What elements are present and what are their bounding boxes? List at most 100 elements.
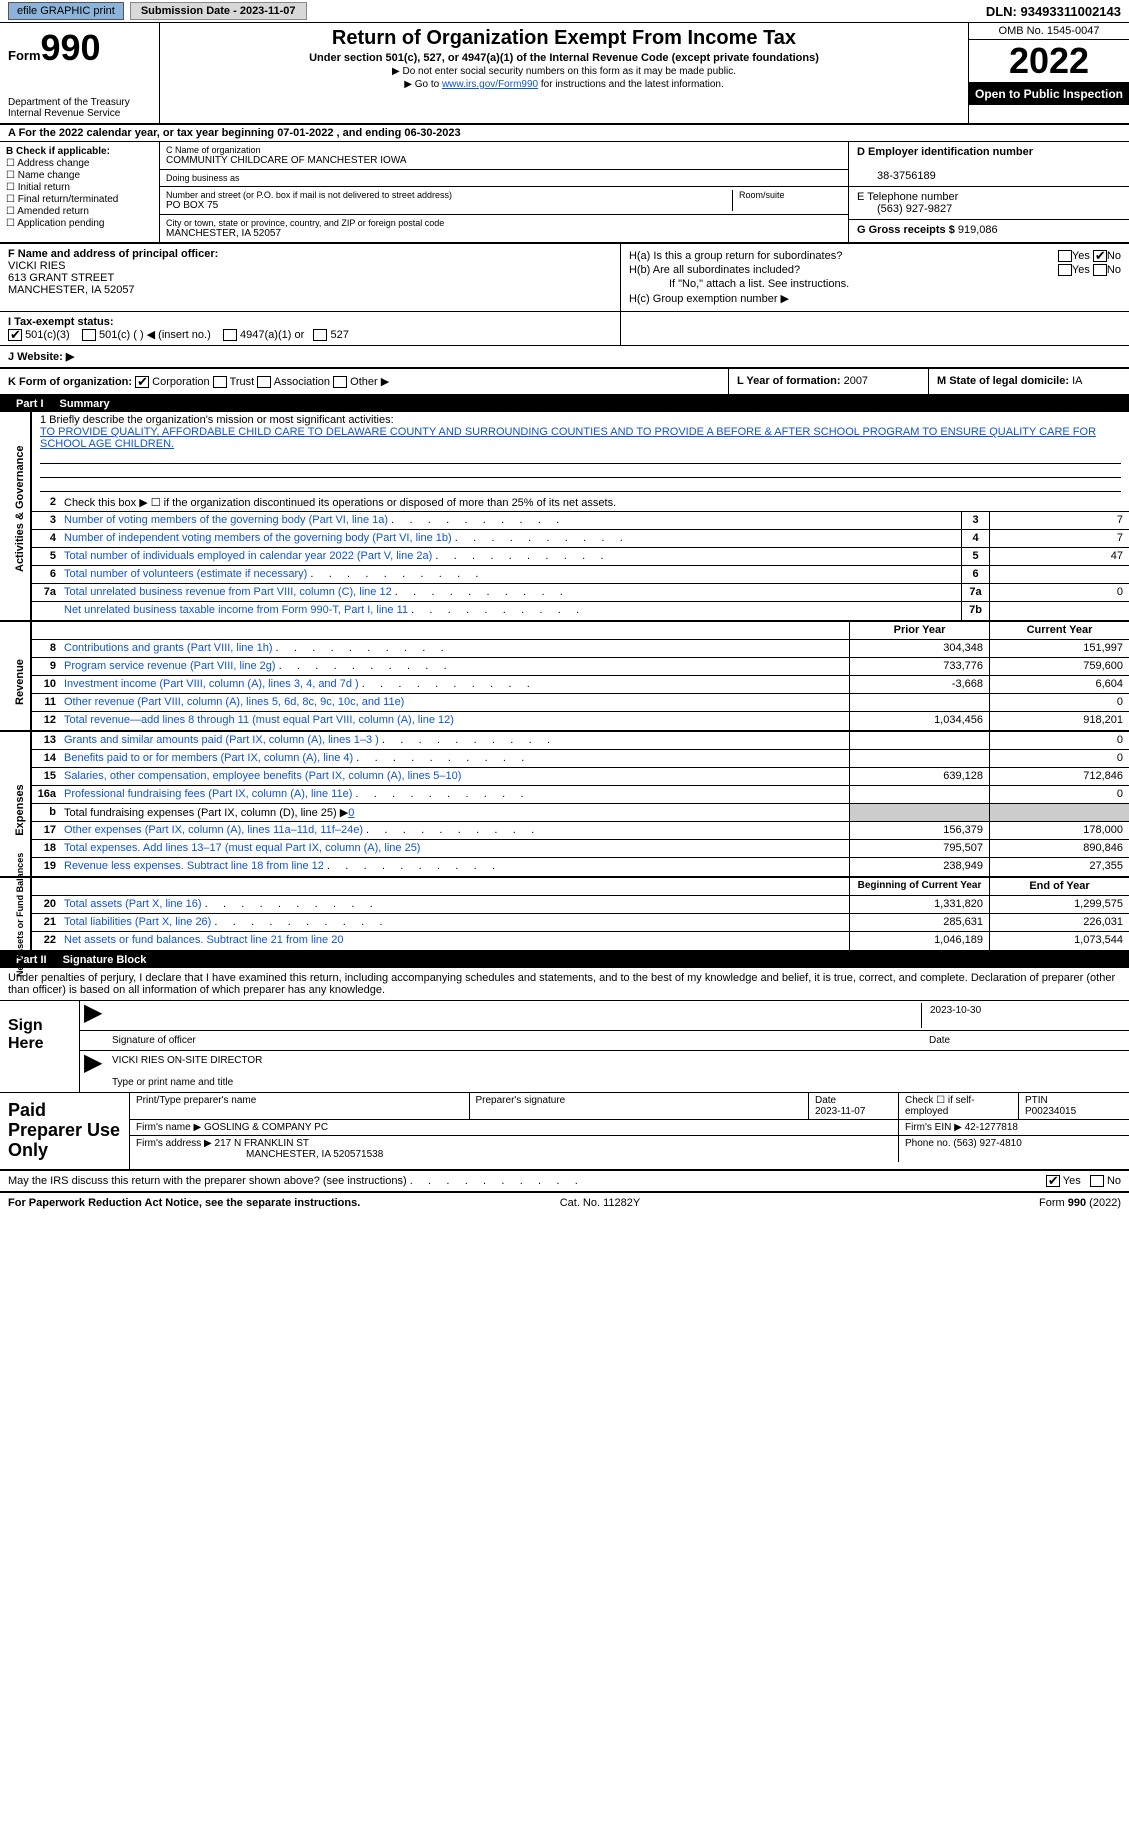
ptin-value: P00234015 xyxy=(1025,1106,1076,1117)
chk-501c3[interactable] xyxy=(8,329,22,341)
org-name: COMMUNITY CHILDCARE OF MANCHESTER IOWA xyxy=(166,155,407,166)
line-15: 15Salaries, other compensation, employee… xyxy=(32,768,1129,786)
top-bar: efile GRAPHIC print Submission Date - 20… xyxy=(0,0,1129,23)
ssn-note: ▶ Do not enter social security numbers o… xyxy=(164,66,964,77)
na-header: Beginning of Current YearEnd of Year xyxy=(32,878,1129,896)
firm-addr2-value: MANCHESTER, IA 520571538 xyxy=(136,1149,383,1160)
chk-assoc[interactable] xyxy=(257,376,271,388)
chk-trust[interactable] xyxy=(213,376,227,388)
row-klm: K Form of organization: Corporation Trus… xyxy=(0,369,1129,396)
paid-preparer-block: Paid Preparer Use Only Print/Type prepar… xyxy=(0,1093,1129,1170)
open-to-public: Open to Public Inspection xyxy=(969,83,1129,105)
chk-corp[interactable] xyxy=(135,376,149,388)
side-na: Net Assets or Fund Balances xyxy=(0,878,32,950)
line-17: 17Other expenses (Part IX, column (A), l… xyxy=(32,822,1129,840)
sig-arrow2-icon: ▶ xyxy=(84,1051,102,1075)
chk-initial-return[interactable]: ☐ Initial return xyxy=(6,182,153,193)
efile-print-button[interactable]: efile GRAPHIC print xyxy=(8,2,124,20)
dept-label: Department of the Treasury Internal Reve… xyxy=(8,97,151,119)
ptin-label: PTIN xyxy=(1025,1095,1048,1106)
line-9: 9Program service revenue (Part VIII, lin… xyxy=(32,658,1129,676)
sig-officer-label: Signature of officer xyxy=(104,1033,921,1048)
ha-no[interactable] xyxy=(1093,250,1107,262)
dln-label: DLN: 93493311002143 xyxy=(986,4,1121,19)
header-center: Return of Organization Exempt From Incom… xyxy=(160,23,969,123)
prep-self-employed[interactable]: Check ☐ if self-employed xyxy=(899,1093,1019,1119)
chk-amended-return[interactable]: ☐ Amended return xyxy=(6,206,153,217)
chk-527[interactable] xyxy=(313,329,327,341)
ha-yes[interactable] xyxy=(1058,250,1072,262)
year-formation: 2007 xyxy=(844,375,868,387)
firm-phone-label: Phone no. xyxy=(905,1138,951,1149)
paid-preparer-label: Paid Preparer Use Only xyxy=(0,1093,130,1168)
street-label: Number and street (or P.O. box if mail i… xyxy=(166,190,732,200)
line-7b: bNet unrelated business taxable income f… xyxy=(32,602,1129,620)
part2-title: Signature Block xyxy=(55,954,155,966)
chk-application-pending[interactable]: ☐ Application pending xyxy=(6,218,153,229)
firm-name-value: GOSLING & COMPANY PC xyxy=(204,1122,328,1133)
submission-date-button[interactable]: Submission Date - 2023-11-07 xyxy=(130,2,307,20)
cat-no: Cat. No. 11282Y xyxy=(560,1197,641,1209)
box-b-label: B Check if applicable: xyxy=(6,146,110,157)
chk-4947[interactable] xyxy=(223,329,237,341)
prep-sig-label: Preparer's signature xyxy=(470,1093,810,1119)
form-org-label: K Form of organization: xyxy=(8,376,132,388)
form-word: Form xyxy=(8,48,41,63)
officer-street: 613 GRANT STREET xyxy=(8,272,114,284)
box-f: F Name and address of principal officer:… xyxy=(0,244,621,311)
line-16a: 16aProfessional fundraising fees (Part I… xyxy=(32,786,1129,804)
domicile-label: M State of legal domicile: xyxy=(937,375,1069,387)
mission-text: TO PROVIDE QUALITY, AFFORDABLE CHILD CAR… xyxy=(40,426,1096,450)
firm-name-label: Firm's name ▶ xyxy=(136,1122,201,1133)
hb-no[interactable] xyxy=(1093,264,1107,276)
chk-address-change[interactable]: ☐ Address change xyxy=(6,158,153,169)
chk-other[interactable] xyxy=(333,376,347,388)
row-fh: F Name and address of principal officer:… xyxy=(0,244,1129,312)
chk-501c[interactable] xyxy=(82,329,96,341)
irs-link[interactable]: www.irs.gov/Form990 xyxy=(442,79,538,90)
line-7a: 7aTotal unrelated business revenue from … xyxy=(32,584,1129,602)
street-value: PO BOX 75 xyxy=(166,200,218,211)
side-rev: Revenue xyxy=(0,622,32,730)
line-13: 13Grants and similar amounts paid (Part … xyxy=(32,732,1129,750)
omb-number: OMB No. 1545-0047 xyxy=(969,23,1129,40)
firm-ein-value: 42-1277818 xyxy=(965,1122,1018,1133)
sign-here-block: Sign Here ▶ 2023-10-30 Signature of offi… xyxy=(0,1000,1129,1093)
discuss-question: May the IRS discuss this return with the… xyxy=(8,1175,1046,1187)
ha-label: H(a) Is this a group return for subordin… xyxy=(629,250,842,262)
tax-year: 2022 xyxy=(969,40,1129,83)
line-2: 2Check this box ▶ ☐ if the organization … xyxy=(32,494,1129,512)
section-net-assets: Net Assets or Fund Balances Beginning of… xyxy=(0,878,1129,952)
chk-name-change[interactable]: ☐ Name change xyxy=(6,170,153,181)
line-10: 10Investment income (Part VIII, column (… xyxy=(32,676,1129,694)
line-21: 21Total liabilities (Part X, line 26)285… xyxy=(32,914,1129,932)
perjury-statement: Under penalties of perjury, I declare th… xyxy=(0,968,1129,1000)
prep-date-value: 2023-11-07 xyxy=(815,1106,865,1117)
entity-block: B Check if applicable: ☐ Address change … xyxy=(0,142,1129,244)
pra-notice: For Paperwork Reduction Act Notice, see … xyxy=(8,1197,360,1209)
hb-label: H(b) Are all subordinates included? xyxy=(629,264,800,276)
discuss-no[interactable] xyxy=(1090,1175,1104,1187)
form-header: Form990 Department of the Treasury Inter… xyxy=(0,23,1129,125)
box-c: C Name of organization COMMUNITY CHILDCA… xyxy=(160,142,849,242)
ein-value: 38-3756189 xyxy=(857,170,936,182)
header-right: OMB No. 1545-0047 2022 Open to Public In… xyxy=(969,23,1129,123)
hb-yes[interactable] xyxy=(1058,264,1072,276)
row-i: I Tax-exempt status: 501(c)(3) 501(c) ( … xyxy=(0,312,1129,346)
chk-final-return[interactable]: ☐ Final return/terminated xyxy=(6,194,153,205)
prep-date-label: Date xyxy=(815,1095,836,1106)
line-8: 8Contributions and grants (Part VIII, li… xyxy=(32,640,1129,658)
line-11: 11Other revenue (Part VIII, column (A), … xyxy=(32,694,1129,712)
line-1: 1 Briefly describe the organization's mi… xyxy=(32,412,1129,494)
line-16b: bTotal fundraising expenses (Part IX, co… xyxy=(32,804,1129,822)
section-expenses: Expenses 13Grants and similar amounts pa… xyxy=(0,732,1129,878)
box-b: B Check if applicable: ☐ Address change … xyxy=(0,142,160,242)
section-revenue: Revenue Prior YearCurrent Year 8Contribu… xyxy=(0,622,1129,732)
part1-title: Summary xyxy=(52,398,118,410)
discuss-yes[interactable] xyxy=(1046,1175,1060,1187)
line-5: 5Total number of individuals employed in… xyxy=(32,548,1129,566)
line-19: 19Revenue less expenses. Subtract line 1… xyxy=(32,858,1129,876)
goto-post: for instructions and the latest informat… xyxy=(538,79,724,90)
part1-num: Part I xyxy=(8,398,52,410)
website-label: J Website: ▶ xyxy=(8,351,74,363)
